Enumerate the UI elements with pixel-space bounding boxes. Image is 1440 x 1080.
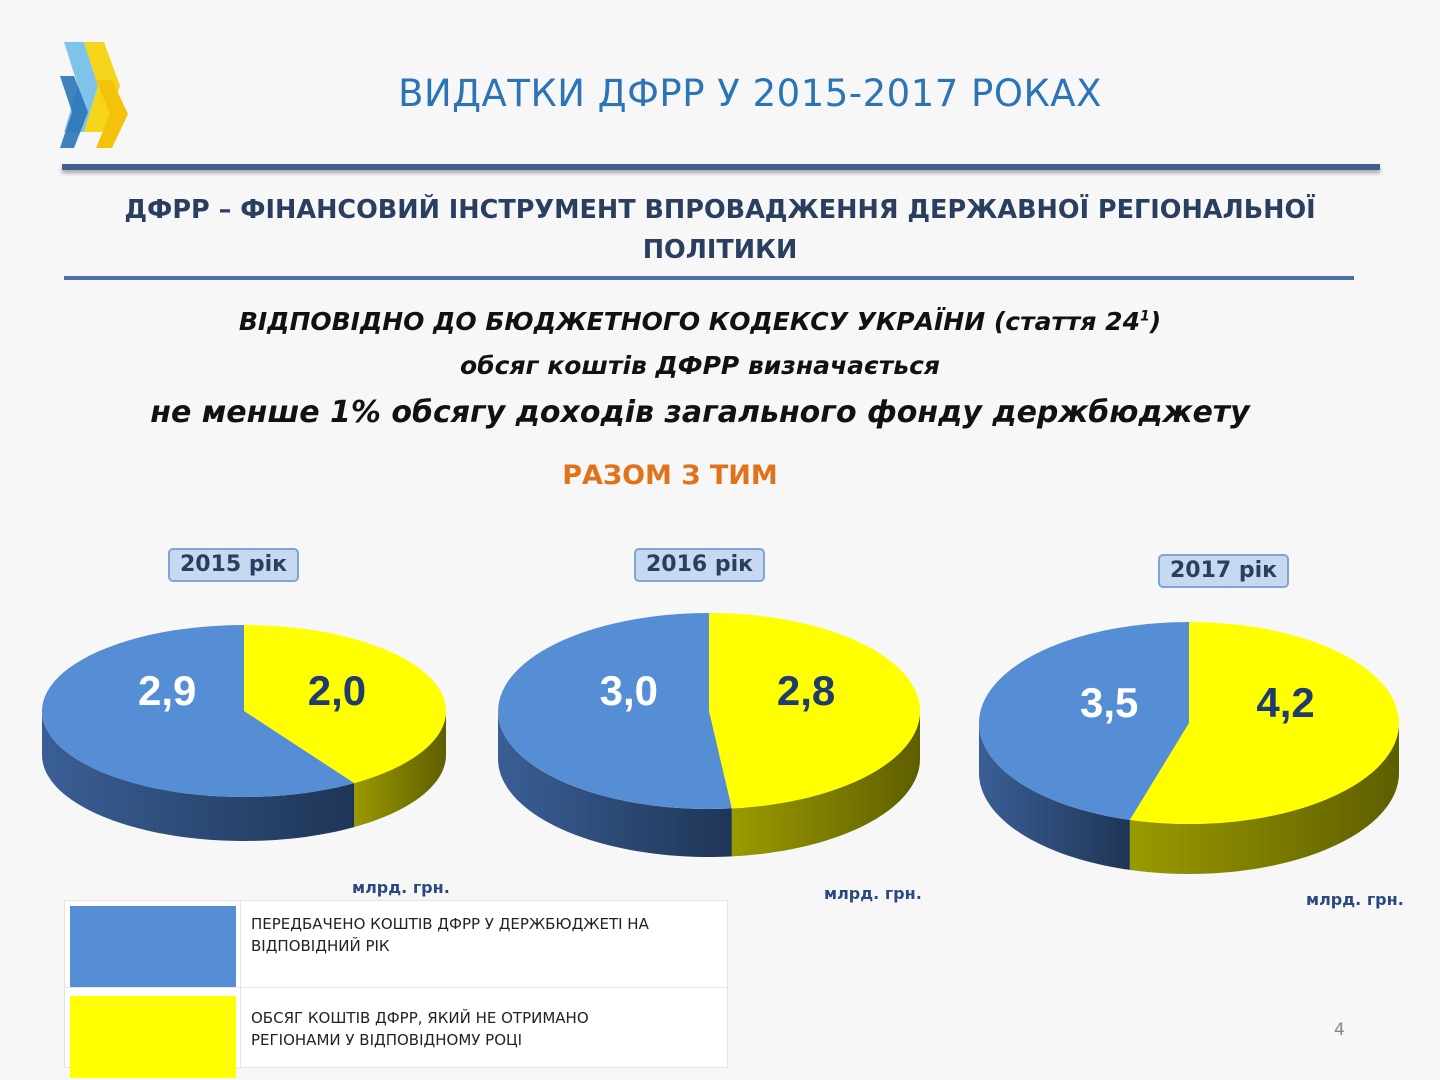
legend-label-not-received: ОБСЯГ КОШТІВ ДФРР, ЯКИЙ НЕ ОТРИМАНО РЕГІ…: [251, 1007, 721, 1051]
unit-label-2017: млрд. грн.: [1306, 890, 1404, 909]
law-reference-line: ВІДПОВІДНО ДО БЮДЖЕТНОГО КОДЕКСУ УКРАЇНИ…: [40, 307, 1360, 336]
legend-column-divider: [240, 901, 241, 1067]
top-divider: [62, 164, 1380, 170]
law-line-3: не менше 1% обсягу доходів загального фо…: [150, 395, 1250, 430]
pie-slice-blue: [498, 613, 732, 809]
year-badge-2017: 2017 рік: [1158, 554, 1290, 588]
year-badge-2015: 2015 рік: [168, 548, 300, 582]
pie-chart-3: 3,5 4,2: [978, 622, 1399, 874]
pie-side-blue: [42, 711, 355, 841]
unit-label-2016: млрд. грн.: [824, 884, 922, 903]
slide-subtitle: ДФРР – ФІНАНСОВИЙ ІНСТРУМЕНТ ВПРОВАДЖЕНН…: [70, 190, 1370, 270]
year-badge-2016: 2016 рік: [634, 548, 766, 582]
pie-side-blue: [498, 711, 732, 857]
legend-swatch-blue: [70, 906, 236, 988]
pie-charts: 2,9 2,0 3,0 2,8 3,5 4,2: [42, 613, 1399, 874]
pie-side-blue: [979, 723, 1130, 870]
law-article-superscript: 1: [1139, 308, 1150, 325]
pie-slice-blue: [978, 622, 1189, 820]
pie-slice-yellow: [244, 625, 447, 784]
legend-row-divider: [65, 987, 727, 988]
unit-label-2015: млрд. грн.: [352, 878, 450, 897]
pie-chart-2: 3,0 2,8: [498, 613, 921, 857]
logo-chevrons: [60, 42, 128, 148]
legend-label-planned: ПЕРЕДБАЧЕНО КОШТІВ ДФРР У ДЕРЖБЮДЖЕТІ НА…: [251, 913, 721, 957]
data-label-yellow: 2,8: [777, 667, 835, 714]
data-label-blue: 3,5: [1080, 679, 1138, 726]
subtitle-line-2: ПОЛІТИКИ: [642, 235, 798, 265]
slide-title: ВИДАТКИ ДФРР У 2015-2017 РОКАХ: [398, 72, 1102, 115]
middle-divider: [64, 276, 1354, 280]
subtitle-line-1: ДФРР – ФІНАНСОВИЙ ІНСТРУМЕНТ ВПРОВАДЖЕНН…: [124, 195, 1316, 225]
law-line-2: обсяг коштів ДФРР визначається: [460, 351, 940, 380]
data-label-yellow: 4,2: [1256, 679, 1314, 726]
legend-swatch-yellow: [70, 996, 236, 1078]
legend-label-not-received-line2: РЕГІОНАМИ У ВІДПОВІДНОМУ РОЦІ: [251, 1031, 523, 1049]
legend-label-not-received-line1: ОБСЯГ КОШТІВ ДФРР, ЯКИЙ НЕ ОТРИМАНО: [251, 1009, 589, 1027]
data-label-blue: 3,0: [600, 667, 658, 714]
pie-side-yellow: [731, 711, 920, 857]
legend-label-planned-line1: ПЕРЕДБАЧЕНО КОШТІВ ДФРР У ДЕРЖБЮДЖЕТІ НА: [251, 915, 649, 933]
legend-table: ПЕРЕДБАЧЕНО КОШТІВ ДФРР У ДЕРЖБЮДЖЕТІ НА…: [64, 900, 728, 1078]
pie-side-yellow: [354, 711, 446, 828]
law-reference-close: ): [1149, 307, 1162, 336]
data-label-blue: 2,9: [138, 667, 196, 714]
data-label-yellow: 2,0: [308, 667, 366, 714]
legend-label-planned-line2: ВІДПОВІДНИЙ РІК: [251, 937, 390, 955]
pie-side-yellow: [1129, 723, 1399, 874]
law-reference-text: ВІДПОВІДНО ДО БЮДЖЕТНОГО КОДЕКСУ УКРАЇНИ…: [238, 307, 1140, 336]
page-number: 4: [1334, 1020, 1345, 1040]
pie-slice-yellow: [1129, 622, 1399, 824]
pie-slice-blue: [42, 625, 355, 797]
together-heading: РАЗОМ З ТИМ: [562, 460, 778, 491]
pie-chart-1: 2,9 2,0: [42, 625, 447, 841]
pie-slice-yellow: [709, 613, 921, 809]
